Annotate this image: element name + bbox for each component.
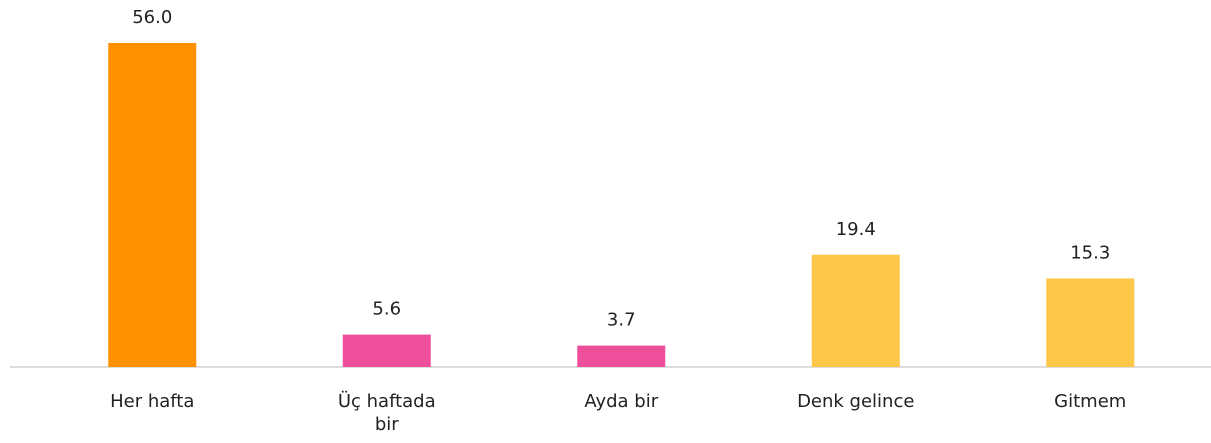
bar: [1046, 278, 1135, 367]
x-tick-label: Her hafta: [110, 391, 195, 412]
bar: [811, 254, 900, 367]
bar: [108, 43, 197, 367]
value-label: 3.7: [607, 310, 636, 331]
value-label: 56.0: [132, 7, 172, 28]
value-label: 5.6: [372, 299, 401, 320]
value-label: 19.4: [836, 219, 876, 240]
x-tick-label: Gitmem: [1054, 391, 1127, 412]
x-tick-label: Denk gelince: [797, 391, 915, 412]
x-tick-label: Ayda bir: [584, 391, 659, 412]
value-label: 15.3: [1070, 242, 1110, 263]
x-tick-label: Üç haftada bir: [337, 391, 436, 435]
bar: [577, 345, 666, 367]
bar: [342, 334, 431, 367]
